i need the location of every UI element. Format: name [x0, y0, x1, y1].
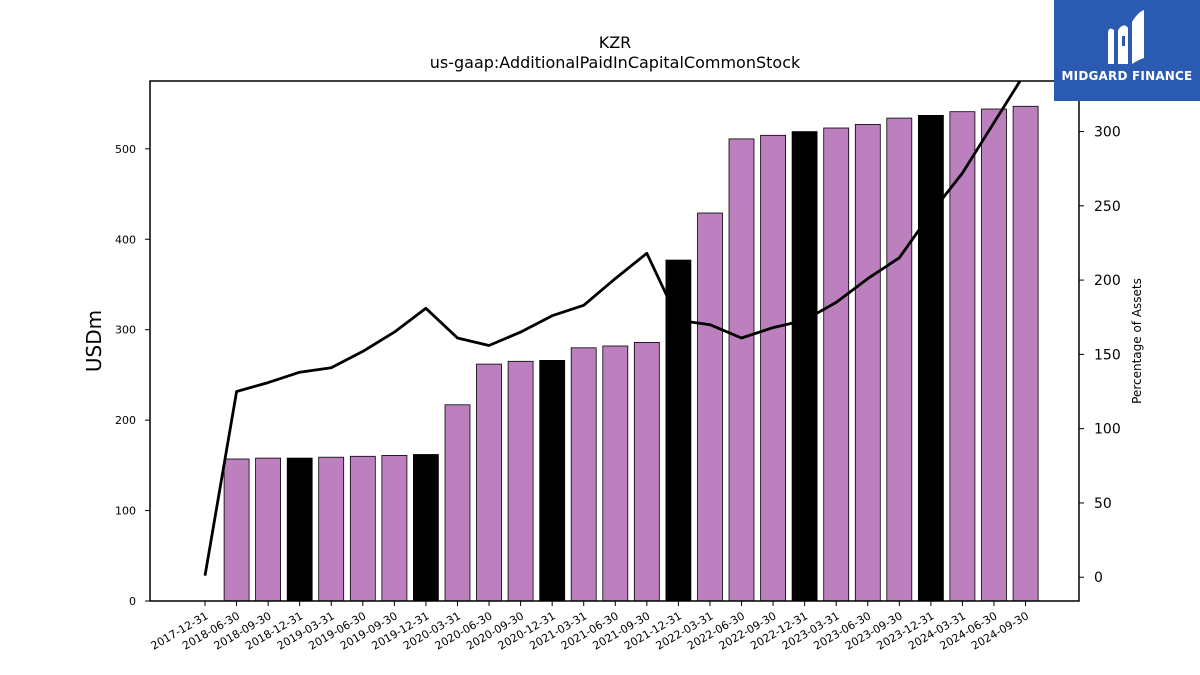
bar-2019-09-30 [381, 454, 408, 602]
y-tick-label: 100 [115, 505, 136, 518]
y2-axis-label: Percentage of Assets [1130, 278, 1144, 404]
bar-2022-12-31 [791, 131, 818, 602]
y2-tick-label: 150 [1094, 347, 1121, 363]
bar-2020-06-30 [476, 363, 502, 602]
bar-2019-12-31 [412, 454, 439, 602]
bar-2019-03-31 [318, 456, 345, 602]
bar-2018-06-30 [223, 458, 250, 602]
y-tick-label: 500 [115, 143, 136, 156]
bar-2023-03-31 [823, 127, 850, 602]
bar-2021-03-31 [570, 347, 597, 602]
bar-2020-09-30 [507, 360, 534, 602]
y-axis-label: USDm [82, 310, 106, 372]
percentage-of-assets-line [203, 81, 1022, 576]
midgard-logo-icon [1108, 10, 1144, 65]
bar-2019-06-30 [349, 455, 376, 602]
bar-2021-06-30 [602, 345, 629, 602]
left-axis: 0 100 200 300 400 500 [115, 143, 150, 608]
bar-2021-12-31 [665, 259, 692, 602]
y2-tick-label: 300 [1094, 125, 1121, 141]
y2-tick-label: 250 [1094, 199, 1121, 215]
bar-2023-12-31 [918, 115, 944, 602]
chart-subtitle: us-gaap:AdditionalPaidInCapitalCommonSto… [430, 53, 801, 72]
bar-2022-09-30 [760, 134, 786, 602]
bar-2024-06-30 [981, 108, 1007, 602]
y-tick-label: 300 [115, 324, 136, 337]
bar-series [223, 105, 1039, 602]
y-tick-label: 200 [115, 414, 136, 427]
bar-2018-09-30 [255, 457, 282, 602]
bar-2023-06-30 [854, 124, 881, 602]
bar-2022-06-30 [728, 138, 755, 602]
line-series [203, 81, 1022, 576]
y2-tick-label: 200 [1094, 273, 1121, 289]
plot-frame [149, 80, 1080, 602]
right-axis: 0 50 100 150 200 250 300 [1079, 125, 1121, 586]
chart-title: KZR [599, 33, 632, 52]
y-tick-label: 0 [129, 595, 136, 608]
bar-2024-09-30 [1012, 105, 1039, 602]
y2-tick-label: 100 [1094, 422, 1121, 438]
bar-2020-12-31 [539, 359, 566, 602]
y2-tick-label: 50 [1094, 496, 1112, 512]
y-tick-label: 400 [115, 233, 136, 246]
bar-2020-03-31 [444, 404, 471, 602]
brand-logo: MIDGARD FINANCE [1054, 0, 1200, 101]
x-axis: 2017-12-312018-06-302018-09-302018-12-31… [149, 601, 1031, 653]
brand-name: MIDGARD FINANCE [1061, 69, 1193, 83]
bar-2023-09-30 [886, 117, 913, 602]
bar-2018-12-31 [286, 457, 313, 602]
bar-2022-03-31 [697, 212, 723, 602]
bar-2021-09-30 [633, 341, 660, 602]
bar-2024-03-31 [949, 111, 976, 602]
y2-tick-label: 0 [1094, 570, 1103, 586]
